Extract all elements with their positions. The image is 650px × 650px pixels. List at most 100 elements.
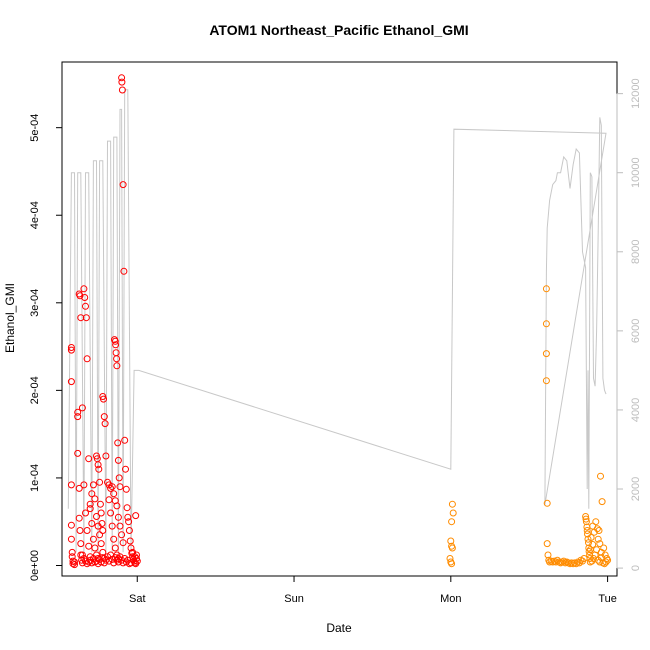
data-point <box>97 540 105 548</box>
data-point <box>83 527 91 534</box>
data-point <box>542 350 550 358</box>
data-point <box>586 546 594 554</box>
data-point <box>590 555 597 562</box>
data-point <box>113 502 121 510</box>
points-group <box>67 74 612 569</box>
data-point <box>582 513 590 520</box>
data-point <box>113 355 121 363</box>
data-point <box>448 500 456 508</box>
y-tick-label: 3e-04 <box>29 289 41 317</box>
data-point <box>88 520 96 527</box>
data-point <box>118 86 126 94</box>
data-point <box>125 527 133 534</box>
data-point <box>603 555 611 562</box>
data-point <box>81 294 89 301</box>
data-point <box>85 455 93 463</box>
data-point <box>74 408 82 416</box>
data-point <box>121 436 129 444</box>
data-point <box>585 544 593 552</box>
x-axis: Sat Sun Mon Tue <box>129 575 617 605</box>
data-point <box>120 267 128 275</box>
data-point <box>124 513 132 521</box>
data-point <box>95 465 103 473</box>
data-point <box>118 78 126 86</box>
data-point <box>582 518 590 526</box>
data-point <box>67 344 75 351</box>
data-point <box>96 478 104 486</box>
altitude-line-group <box>67 89 607 553</box>
data-point <box>91 495 99 503</box>
y-tick-label: 2e-04 <box>29 376 41 404</box>
data-point <box>582 515 590 523</box>
data-point <box>542 377 550 385</box>
data-point <box>107 484 115 492</box>
chart-title: ATOM1 Northeast_Pacific Ethanol_GMI <box>209 22 468 38</box>
data-point <box>77 540 85 548</box>
data-point <box>89 481 97 489</box>
data-point <box>129 548 137 556</box>
data-point <box>594 535 602 543</box>
data-point <box>85 542 93 550</box>
data-point <box>115 474 123 482</box>
data-point <box>125 518 133 526</box>
data-point <box>114 439 122 447</box>
data-point <box>114 513 122 521</box>
data-point <box>448 518 456 526</box>
data-point <box>82 302 89 310</box>
data-point <box>91 544 99 552</box>
data-point <box>122 558 130 566</box>
data-point <box>67 378 75 386</box>
data-point <box>67 346 75 354</box>
data-point <box>449 509 457 517</box>
x-tick-label: Mon <box>440 593 461 605</box>
data-point <box>75 514 83 522</box>
data-point <box>597 472 604 480</box>
data-point <box>543 499 551 507</box>
y-right-tick-label: 4000 <box>630 398 642 422</box>
data-point <box>116 522 124 530</box>
data-point <box>110 490 118 498</box>
y-axis-left: 0e+00 1e-04 2e-04 3e-04 4e-04 5e-04 <box>29 114 63 581</box>
x-axis-label: Date <box>326 621 352 635</box>
data-point <box>101 420 109 428</box>
x-tick-label: Sat <box>129 593 146 605</box>
data-point <box>102 452 110 460</box>
y-right-tick-label: 8000 <box>630 240 642 264</box>
data-point <box>108 522 116 530</box>
data-point <box>68 548 76 556</box>
data-point <box>572 560 580 568</box>
data-point <box>114 456 122 464</box>
data-point <box>83 355 91 363</box>
data-point <box>543 540 551 548</box>
data-point <box>602 558 610 566</box>
data-point <box>94 461 102 469</box>
data-point <box>80 555 88 562</box>
data-point <box>129 553 137 561</box>
data-point <box>78 551 86 559</box>
data-point <box>100 413 108 421</box>
x-tick-label: Sun <box>284 593 304 605</box>
data-point <box>122 485 130 493</box>
data-point <box>86 500 94 508</box>
data-point <box>100 395 107 403</box>
altitude-line <box>67 89 607 553</box>
y-right-tick-label: 2000 <box>630 477 642 501</box>
data-point <box>99 527 107 534</box>
y-right-tick-label: 6000 <box>630 319 642 343</box>
data-point <box>589 522 597 530</box>
data-point <box>67 535 75 543</box>
data-point <box>80 481 88 489</box>
data-point <box>88 490 96 498</box>
y-tick-label: 5e-04 <box>29 114 41 142</box>
data-point <box>86 505 94 513</box>
data-point <box>544 551 552 559</box>
y-tick-label: 1e-04 <box>29 464 41 492</box>
data-point <box>447 537 455 545</box>
data-point <box>119 539 127 547</box>
data-point <box>110 535 118 543</box>
data-point <box>69 557 77 565</box>
data-point <box>80 285 88 293</box>
data-point <box>98 520 106 527</box>
